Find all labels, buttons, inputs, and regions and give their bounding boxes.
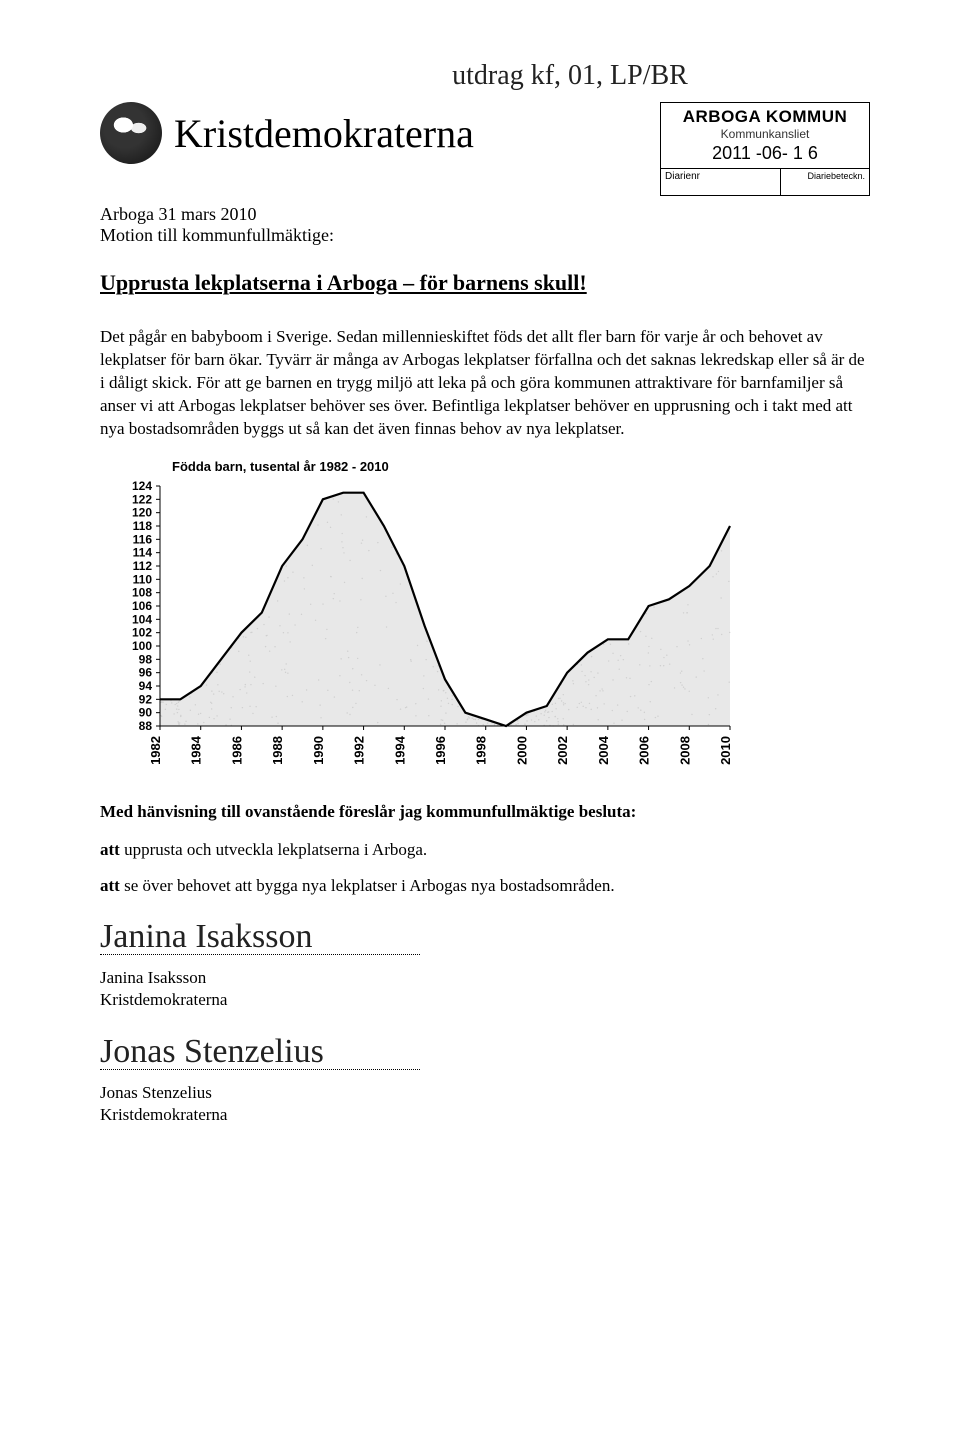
header-row: Kristdemokraterna ARBOGA KOMMUN Kommunka… <box>100 102 870 196</box>
proposal-list: att upprusta och utveckla lekplatserna i… <box>100 840 870 896</box>
signature-handwriting: Jonas Stenzelius <box>100 1035 870 1069</box>
signatory-name: Janina Isaksson <box>100 967 870 989</box>
stamp-date: 2011 -06- 1 6 <box>667 143 863 164</box>
svg-text:116: 116 <box>133 532 153 546</box>
proposal-text: upprusta och utveckla lekplatserna i Arb… <box>120 840 427 859</box>
signature-block: Jonas StenzeliusJonas StenzeliusKristdem… <box>100 1035 870 1126</box>
svg-text:98: 98 <box>139 652 153 666</box>
signatory-party: Kristdemokraterna <box>100 989 870 1011</box>
stamp-bottom: Diarienr Diariebeteckn. <box>661 169 869 195</box>
svg-text:96: 96 <box>139 665 153 679</box>
svg-text:104: 104 <box>132 612 152 626</box>
svg-text:1994: 1994 <box>392 735 407 765</box>
stamp-diarienr-label: Diarienr <box>661 169 781 195</box>
proposal-lead: Med hänvisning till ovanstående föreslår… <box>100 802 870 822</box>
proposal-bold: att <box>100 876 120 895</box>
signature-block-list: Janina IsakssonJanina IsakssonKristdemok… <box>100 920 870 1126</box>
svg-text:1998: 1998 <box>474 736 489 765</box>
svg-text:108: 108 <box>132 585 152 599</box>
svg-text:122: 122 <box>132 492 152 506</box>
signature-handwriting: Janina Isaksson <box>100 920 870 954</box>
svg-text:100: 100 <box>132 639 152 653</box>
proposal-item: att upprusta och utveckla lekplatserna i… <box>100 840 870 860</box>
svg-text:2002: 2002 <box>555 736 570 765</box>
births-chart: Födda barn, tusental år 1982 - 2010 8890… <box>100 459 870 776</box>
svg-text:92: 92 <box>139 692 153 706</box>
svg-text:1982: 1982 <box>148 736 163 765</box>
svg-text:124: 124 <box>132 479 152 493</box>
svg-text:118: 118 <box>133 519 153 533</box>
signatory-name: Jonas Stenzelius <box>100 1082 870 1104</box>
svg-text:110: 110 <box>133 572 153 586</box>
chart-title: Födda barn, tusental år 1982 - 2010 <box>172 459 870 474</box>
stamp-top: ARBOGA KOMMUN Kommunkansliet 2011 -06- 1… <box>661 103 869 169</box>
svg-text:114: 114 <box>133 545 153 559</box>
party-name: Kristdemokraterna <box>174 110 474 157</box>
body-paragraph: Det pågår en babyboom i Sverige. Sedan m… <box>100 326 870 441</box>
stamp-kommun: ARBOGA KOMMUN <box>667 107 863 127</box>
svg-text:88: 88 <box>139 719 153 733</box>
svg-text:2010: 2010 <box>718 736 733 765</box>
svg-text:102: 102 <box>132 625 152 639</box>
signature-block: Janina IsakssonJanina IsakssonKristdemok… <box>100 920 870 1011</box>
proposal-item: att se över behovet att bygga nya lekpla… <box>100 876 870 896</box>
signatory-party: Kristdemokraterna <box>100 1104 870 1126</box>
svg-text:94: 94 <box>139 679 153 693</box>
svg-text:106: 106 <box>132 599 152 613</box>
svg-text:1996: 1996 <box>433 736 448 765</box>
svg-text:120: 120 <box>132 505 152 519</box>
proposal-bold: att <box>100 840 120 859</box>
svg-text:1984: 1984 <box>189 735 204 765</box>
svg-text:2006: 2006 <box>637 736 652 765</box>
stamp-beteckn-label: Diariebeteckn. <box>781 169 869 195</box>
proposal-text: se över behovet att bygga nya lekplatser… <box>120 876 615 895</box>
svg-text:1990: 1990 <box>311 736 326 765</box>
svg-text:2000: 2000 <box>514 736 529 765</box>
svg-text:1992: 1992 <box>352 736 367 765</box>
place-date: Arboga 31 mars 2010 <box>100 204 870 225</box>
svg-text:1988: 1988 <box>270 736 285 765</box>
svg-text:2004: 2004 <box>596 735 611 765</box>
stamp-sub: Kommunkansliet <box>667 127 863 141</box>
handwritten-annotation: utdrag kf, 01, LP/BR <box>270 60 870 92</box>
svg-text:90: 90 <box>139 705 153 719</box>
chart-svg: 8890929496981001021041061081101121141161… <box>100 476 740 776</box>
svg-text:1986: 1986 <box>229 736 244 765</box>
document-page: utdrag kf, 01, LP/BR Kristdemokraterna A… <box>0 0 960 1186</box>
meta-block: Arboga 31 mars 2010 Motion till kommunfu… <box>100 204 870 246</box>
motion-title: Upprusta lekplatserna i Arboga – för bar… <box>100 270 870 296</box>
svg-text:112: 112 <box>133 559 153 573</box>
party-logo-icon <box>100 102 162 164</box>
logo-title-group: Kristdemokraterna <box>100 102 474 164</box>
svg-text:2008: 2008 <box>677 736 692 765</box>
registration-stamp: ARBOGA KOMMUN Kommunkansliet 2011 -06- 1… <box>660 102 870 196</box>
motion-to: Motion till kommunfullmäktige: <box>100 225 870 246</box>
